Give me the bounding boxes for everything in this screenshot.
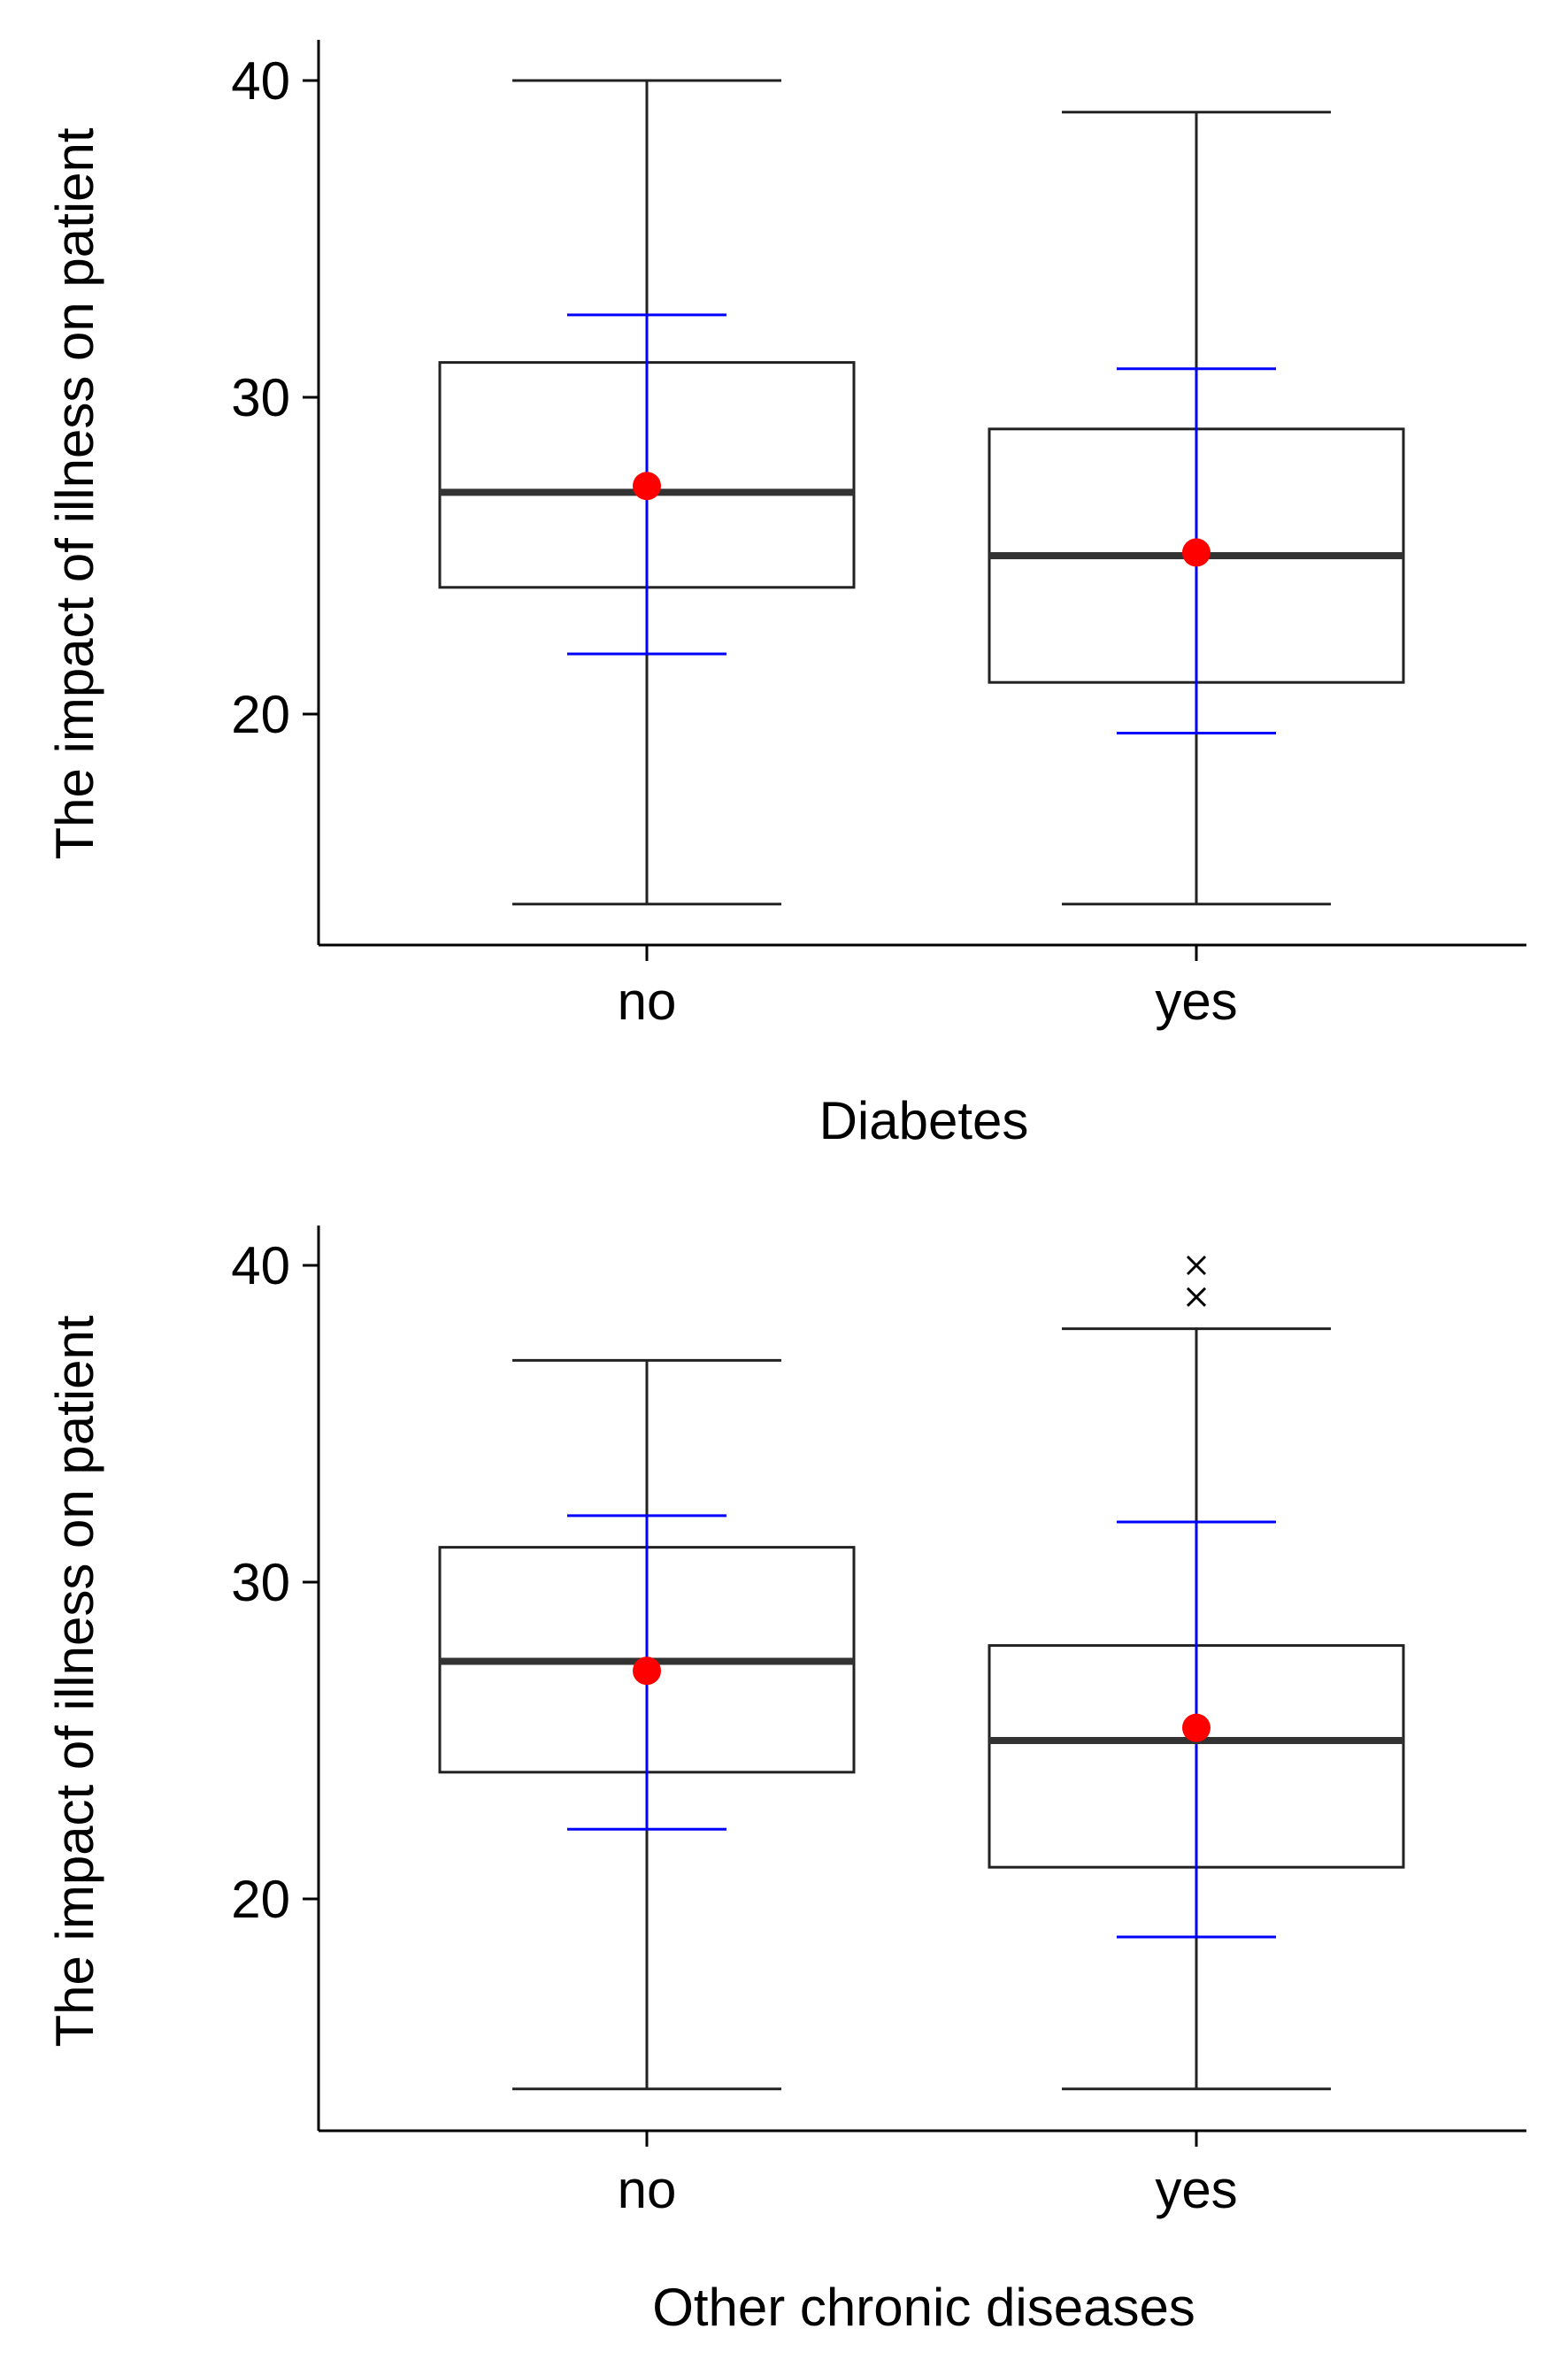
x-axis-title: Diabetes: [819, 1091, 1029, 1150]
outlier-stroke: [1186, 1287, 1207, 1307]
boxplot-panel-diabetes: Diabetes The impact of illness on patien…: [45, 40, 1526, 1150]
x-axis-title: Other chronic diseases: [652, 2278, 1195, 2337]
mean-marker: [633, 1656, 661, 1686]
box-no: [438, 1358, 856, 2091]
x-tick-label: yes: [1155, 972, 1237, 1031]
y-axis-title: The impact of illness on patient: [45, 1315, 104, 2047]
y-tick-label: 40: [231, 51, 290, 111]
box-yes: [988, 1255, 1405, 2091]
mean-marker: [1182, 538, 1211, 567]
x-tick-label: no: [618, 972, 677, 1031]
mean-marker: [1182, 1713, 1211, 1742]
y-tick-label: 30: [231, 368, 290, 427]
y-tick-label: 20: [231, 1870, 290, 1929]
y-tick-label: 40: [231, 1236, 290, 1295]
outlier-stroke: [1186, 1255, 1207, 1276]
box-yes: [988, 111, 1405, 906]
outlier-marker: [1186, 1287, 1207, 1307]
x-tick-label: no: [618, 2160, 677, 2219]
boxplot-panel-other-chronic-diseases: Other chronic diseases The impact of ill…: [45, 1226, 1526, 2337]
y-tick-label: 20: [231, 685, 290, 744]
mean-marker: [633, 472, 661, 501]
outlier-marker: [1186, 1255, 1207, 1276]
y-tick-label: 30: [231, 1553, 290, 1612]
x-tick-label: yes: [1155, 2160, 1237, 2219]
box-no: [438, 79, 856, 906]
y-axis-title: The impact of illness on patient: [45, 127, 104, 859]
